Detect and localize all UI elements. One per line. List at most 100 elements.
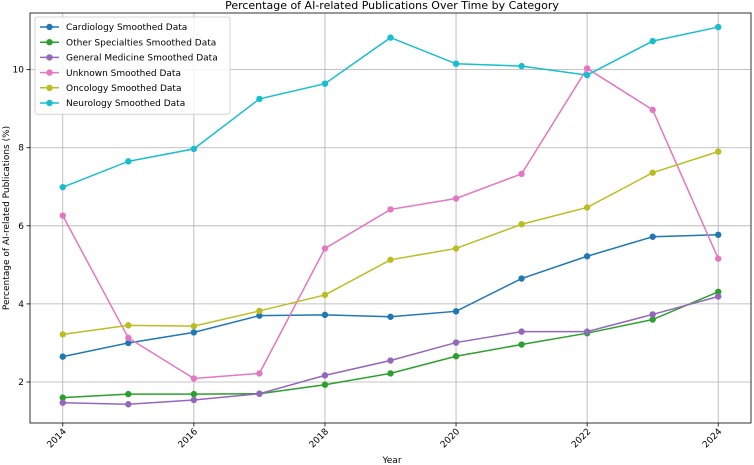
- legend-entry: Other Specialties Smoothed Data: [66, 38, 216, 48]
- data-point: [190, 329, 198, 336]
- x-tick-label: 2014: [46, 427, 69, 450]
- data-point: [649, 316, 656, 323]
- series-2: [59, 293, 722, 408]
- data-point: [190, 145, 198, 153]
- y-axis-label: Percentage of AI-related Publications (%…: [2, 126, 12, 310]
- data-point: [190, 322, 198, 330]
- legend-swatch-marker: [46, 54, 53, 61]
- y-ticks: 2 4 6 8 10: [13, 66, 30, 388]
- data-point: [583, 253, 591, 260]
- legend-swatch-marker: [46, 99, 53, 107]
- x-tick-label: 2022: [570, 427, 593, 450]
- data-point: [190, 396, 198, 404]
- data-point: [583, 71, 591, 79]
- data-point: [387, 256, 394, 263]
- series-lines: [59, 23, 722, 408]
- data-point: [321, 291, 329, 299]
- data-point: [321, 80, 329, 87]
- data-point: [125, 401, 132, 408]
- series-4: [59, 148, 722, 338]
- data-point: [321, 372, 329, 379]
- series-0: [59, 231, 722, 360]
- data-point: [518, 221, 525, 228]
- data-point: [518, 328, 525, 335]
- plot-frame: [29, 12, 752, 424]
- data-point: [59, 399, 66, 406]
- series-5: [59, 23, 722, 191]
- data-point: [125, 334, 132, 342]
- series-1: [59, 288, 722, 401]
- data-point: [452, 245, 460, 252]
- y-tick-label: 2: [18, 378, 24, 388]
- data-point: [256, 95, 263, 103]
- data-point: [452, 339, 460, 346]
- data-point: [59, 331, 66, 338]
- data-point: [649, 37, 656, 45]
- legend-swatch-marker: [46, 84, 53, 92]
- data-point: [583, 204, 591, 211]
- data-point: [190, 375, 198, 382]
- legend-swatch-marker: [46, 39, 53, 46]
- legend-swatch-marker: [46, 23, 53, 31]
- x-tick-label: 2016: [177, 427, 200, 450]
- data-point: [256, 312, 263, 319]
- data-point: [715, 293, 722, 300]
- data-point: [59, 394, 66, 401]
- legend-entry: Neurology Smoothed Data: [66, 99, 185, 109]
- data-point: [452, 195, 460, 202]
- data-point: [715, 288, 722, 295]
- legend-entry: Unknown Smoothed Data: [66, 69, 181, 79]
- legend-entry: Cardiology Smoothed Data: [66, 23, 187, 33]
- series-line: [62, 67, 719, 380]
- data-point: [387, 357, 394, 364]
- data-point: [715, 231, 722, 238]
- data-point: [387, 34, 394, 41]
- legend: Cardiology Smoothed Data Other Specialtie…: [34, 16, 231, 115]
- y-tick-label: 4: [18, 300, 24, 310]
- data-point: [518, 341, 525, 348]
- data-point: [125, 158, 132, 165]
- data-point: [715, 255, 722, 262]
- x-tick-label: 2020: [439, 427, 462, 450]
- chart-title: Percentage of AI-related Publications Ov…: [225, 0, 559, 12]
- legend-entry: General Medicine Smoothed Data: [66, 54, 218, 64]
- data-point: [387, 206, 394, 213]
- series-line: [62, 234, 719, 358]
- data-point: [321, 311, 329, 319]
- data-point: [715, 148, 722, 155]
- data-point: [59, 353, 66, 360]
- x-tick-label: 2024: [701, 427, 724, 450]
- data-point: [715, 23, 722, 31]
- data-point: [452, 353, 460, 360]
- data-point: [125, 390, 132, 398]
- data-point: [190, 390, 198, 398]
- data-point: [256, 390, 263, 397]
- data-point: [583, 65, 591, 72]
- y-tick-label: 8: [18, 144, 24, 154]
- data-point: [518, 62, 525, 70]
- x-tick-label: 2018: [308, 427, 331, 450]
- data-point: [583, 328, 591, 335]
- legend-swatch-marker: [46, 69, 53, 76]
- data-point: [256, 307, 263, 315]
- data-point: [321, 381, 329, 388]
- data-point: [518, 170, 525, 178]
- x-axis-label: Year: [381, 456, 401, 465]
- data-point: [256, 370, 263, 377]
- legend-entry: Oncology Smoothed Data: [66, 84, 181, 94]
- data-point: [387, 313, 394, 320]
- data-point: [452, 60, 460, 67]
- data-point: [649, 233, 656, 240]
- data-point: [125, 322, 132, 329]
- data-point: [518, 275, 525, 282]
- data-point: [649, 106, 656, 114]
- data-point: [59, 183, 66, 191]
- legend-box: [34, 16, 231, 115]
- y-tick-label: 10: [13, 66, 25, 76]
- data-point: [59, 212, 66, 219]
- data-point: [649, 311, 656, 318]
- x-ticks: 2014 2016 2018 2020 2022 2024: [46, 423, 725, 450]
- data-point: [387, 370, 394, 377]
- series-line: [62, 295, 719, 406]
